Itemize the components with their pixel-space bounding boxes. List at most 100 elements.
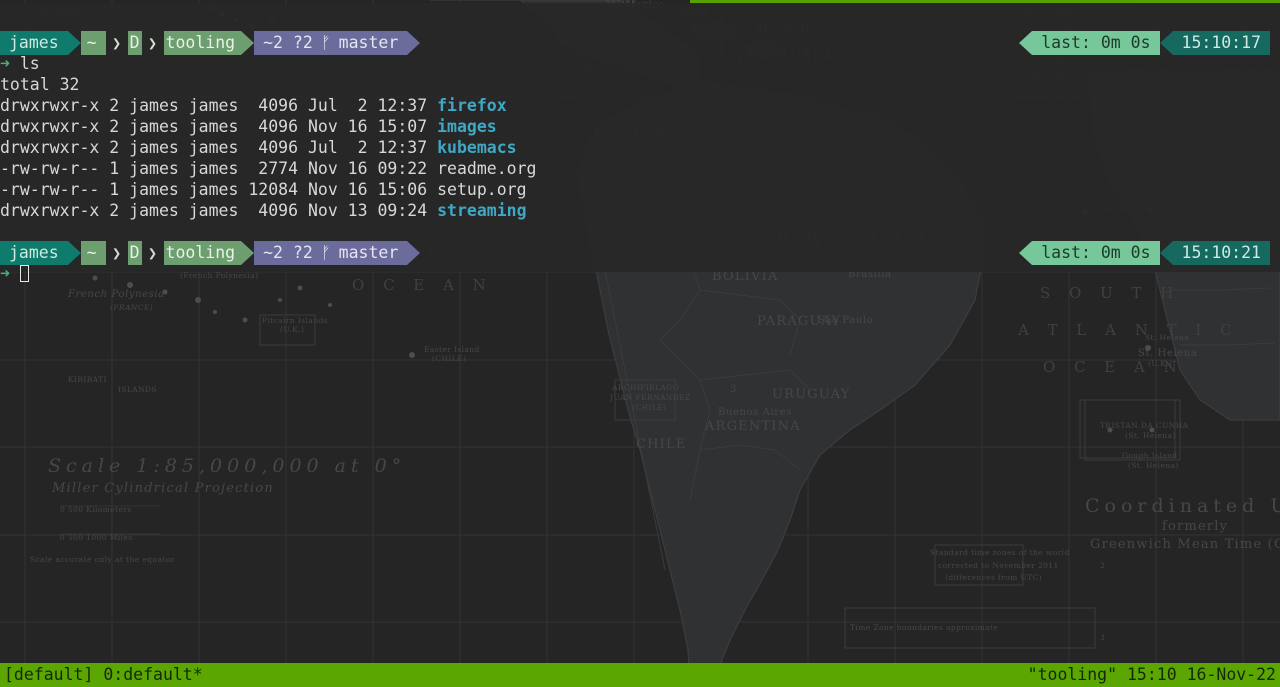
svg-text:(CHILE): (CHILE): [632, 403, 666, 412]
tmux-status-bar[interactable]: [default] 0:default* "tooling" 15:10 16-…: [0, 663, 1280, 687]
prompt-dir: tooling: [163, 31, 242, 55]
map-projection-note: Miller Cylindrical Projection: [51, 481, 274, 496]
command-line: ➜ ls: [0, 53, 40, 74]
file-meta: -rw-rw-r-- 1 james james 2774 Nov 16 09:…: [0, 159, 438, 178]
prompt-separator-icon: [67, 31, 81, 55]
table-row: -rw-rw-r-- 1 james james 12084 Nov 16 15…: [0, 179, 527, 200]
file-meta: -rw-rw-r-- 1 james james 12084 Nov 16 15…: [0, 180, 438, 199]
svg-text:St. Helena: St. Helena: [1138, 348, 1197, 359]
git-status: ~2 ?2: [254, 31, 317, 55]
svg-text:Pitcairn Islands: Pitcairn Islands: [262, 316, 328, 325]
git-branch-icon-2: ᚠ: [316, 241, 335, 265]
file-name: readme.org: [437, 159, 537, 178]
prompt-clock-2: 15:10:21: [1172, 241, 1270, 265]
file-meta: drwxrwxr-x 2 james james 4096 Jul 2 12:3…: [0, 138, 438, 157]
output-total: total 32: [0, 75, 80, 94]
file-name: streaming: [437, 201, 527, 220]
svg-text:ARCHIPIÉLAGO: ARCHIPIÉLAGO: [611, 383, 679, 392]
prompt-separator-icon-5: [241, 241, 255, 265]
prompt-separator-icon-6: [407, 241, 421, 265]
table-row: drwxrwxr-x 2 james james 4096 Jul 2 12:3…: [0, 95, 507, 116]
tmux-status-right: "tooling" 15:10 16-Nov-22: [1027, 665, 1276, 684]
git-branch-name: master: [334, 31, 408, 55]
svg-text:ISLANDS: ISLANDS: [118, 385, 157, 394]
map-tz-note-1: Coordinated Universal Time: [1085, 495, 1280, 517]
svg-text:2: 2: [1100, 561, 1105, 570]
svg-text:(St. Helena): (St. Helena): [1125, 431, 1176, 440]
chevron-right-icon-4: ❯: [148, 244, 158, 262]
prompt-home: ~: [80, 31, 106, 55]
svg-text:PARAGUAY: PARAGUAY: [757, 314, 841, 329]
prompt-line-1: james ~ ❯ D ❯ tooling ~2 ?2 ᚠ master: [0, 31, 421, 55]
svg-text:3: 3: [1100, 633, 1105, 642]
file-name: setup.org: [437, 180, 527, 199]
svg-text:KIRIBATI: KIRIBATI: [68, 375, 107, 384]
prompt-right-2: last: 0m 0s 15:10:21: [1019, 241, 1270, 265]
svg-text:O C E A N: O C E A N: [1043, 358, 1184, 376]
svg-text:0 500 1000 Miles: 0 500 1000 Miles: [60, 533, 133, 542]
table-row: drwxrwxr-x 2 james james 4096 Nov 13 09:…: [0, 200, 527, 221]
text-cursor[interactable]: [19, 265, 29, 282]
map-tz-note-3: Greenwich Mean Time (GMT): [1090, 537, 1280, 552]
svg-text:(French Polynesia): (French Polynesia): [180, 271, 258, 280]
prompt-right-separator-icon: [1019, 31, 1033, 55]
chevron-right-icon: ❯: [112, 34, 122, 52]
prompt-arrow-icon: ➜: [0, 54, 10, 73]
chevron-right-icon-2: ❯: [148, 34, 158, 52]
svg-text:O C E A N: O C E A N: [352, 276, 493, 294]
svg-text:St. Helena: St. Helena: [1145, 333, 1189, 342]
command-text: ls: [19, 54, 40, 73]
prompt-user: james: [0, 31, 68, 55]
prompt-clock: 15:10:17: [1172, 31, 1270, 55]
prompt-separator-icon-2: [241, 31, 255, 55]
prompt-right-separator-icon-2: [1159, 31, 1173, 55]
svg-text:(FRANCE): (FRANCE): [110, 303, 153, 312]
file-name: images: [437, 117, 497, 136]
svg-text:(St. Helena): (St. Helena): [1128, 461, 1179, 470]
svg-text:(U.K.): (U.K.): [280, 325, 304, 334]
tmux-top-border: [690, 0, 1280, 3]
svg-text:(differences from UTC): (differences from UTC): [945, 573, 1042, 582]
prompt-dir-2: tooling: [163, 241, 242, 265]
file-name: kubemacs: [437, 138, 517, 157]
svg-text:URUGUAY: URUGUAY: [772, 387, 851, 402]
svg-text:ARGENTINA: ARGENTINA: [704, 419, 801, 434]
svg-text:A T L A N T I C: A T L A N T I C: [1017, 321, 1239, 339]
prompt-separator-icon-3: [407, 31, 421, 55]
svg-text:3: 3: [730, 384, 737, 395]
svg-text:S O U T H: S O U T H: [1040, 284, 1180, 302]
last-command-duration-2: last: 0m 0s: [1032, 241, 1160, 265]
prompt-right-separator-icon-4: [1159, 241, 1173, 265]
git-status-2: ~2 ?2: [254, 241, 317, 265]
tmux-session-label[interactable]: [default] 0:default*: [4, 665, 203, 684]
svg-text:Standard time zones of the wor: Standard time zones of the world: [930, 548, 1070, 557]
table-row: drwxrwxr-x 2 james james 4096 Jul 2 12:3…: [0, 137, 517, 158]
map-legend-boxes: [60, 314, 1176, 649]
svg-text:French Polynesia: French Polynesia: [67, 289, 165, 300]
svg-text:Buenos Aires: Buenos Aires: [718, 407, 792, 418]
svg-text:JUAN FERNÁNDEZ: JUAN FERNÁNDEZ: [609, 393, 691, 402]
prompt-right-1: last: 0m 0s 15:10:17: [1019, 31, 1270, 55]
table-row: drwxrwxr-x 2 james james 4096 Nov 16 15:…: [0, 116, 497, 137]
prompt-separator-icon-4: [67, 241, 81, 265]
chevron-right-icon-3: ❯: [112, 244, 122, 262]
svg-text:TRISTAN DA CUNHA: TRISTAN DA CUNHA: [1100, 421, 1189, 430]
terminal-input-line[interactable]: ➜: [0, 263, 29, 284]
svg-text:Scale accurate only at the equ: Scale accurate only at the equator: [30, 555, 175, 564]
svg-text:(U.K.): (U.K.): [1148, 359, 1172, 368]
prompt-right-separator-icon-3: [1019, 241, 1033, 265]
prompt-dir-short-2: D: [127, 241, 142, 265]
file-meta: drwxrwxr-x 2 james james 4096 Jul 2 12:3…: [0, 96, 438, 115]
file-meta: drwxrwxr-x 2 james james 4096 Nov 16 15:…: [0, 117, 438, 136]
git-branch-name-2: master: [334, 241, 408, 265]
svg-text:(CHILE): (CHILE): [432, 354, 466, 363]
svg-text:Gough Island: Gough Island: [1122, 451, 1177, 460]
last-command-duration: last: 0m 0s: [1032, 31, 1160, 55]
svg-text:CHILE: CHILE: [636, 437, 687, 452]
table-row: -rw-rw-r-- 1 james james 2774 Nov 16 09:…: [0, 158, 536, 179]
git-branch-icon: ᚠ: [316, 31, 335, 55]
file-name: firefox: [437, 96, 507, 115]
svg-text:São Paulo: São Paulo: [818, 315, 873, 326]
svg-text:Time Zone boundaries approxima: Time Zone boundaries approximate: [850, 623, 998, 632]
